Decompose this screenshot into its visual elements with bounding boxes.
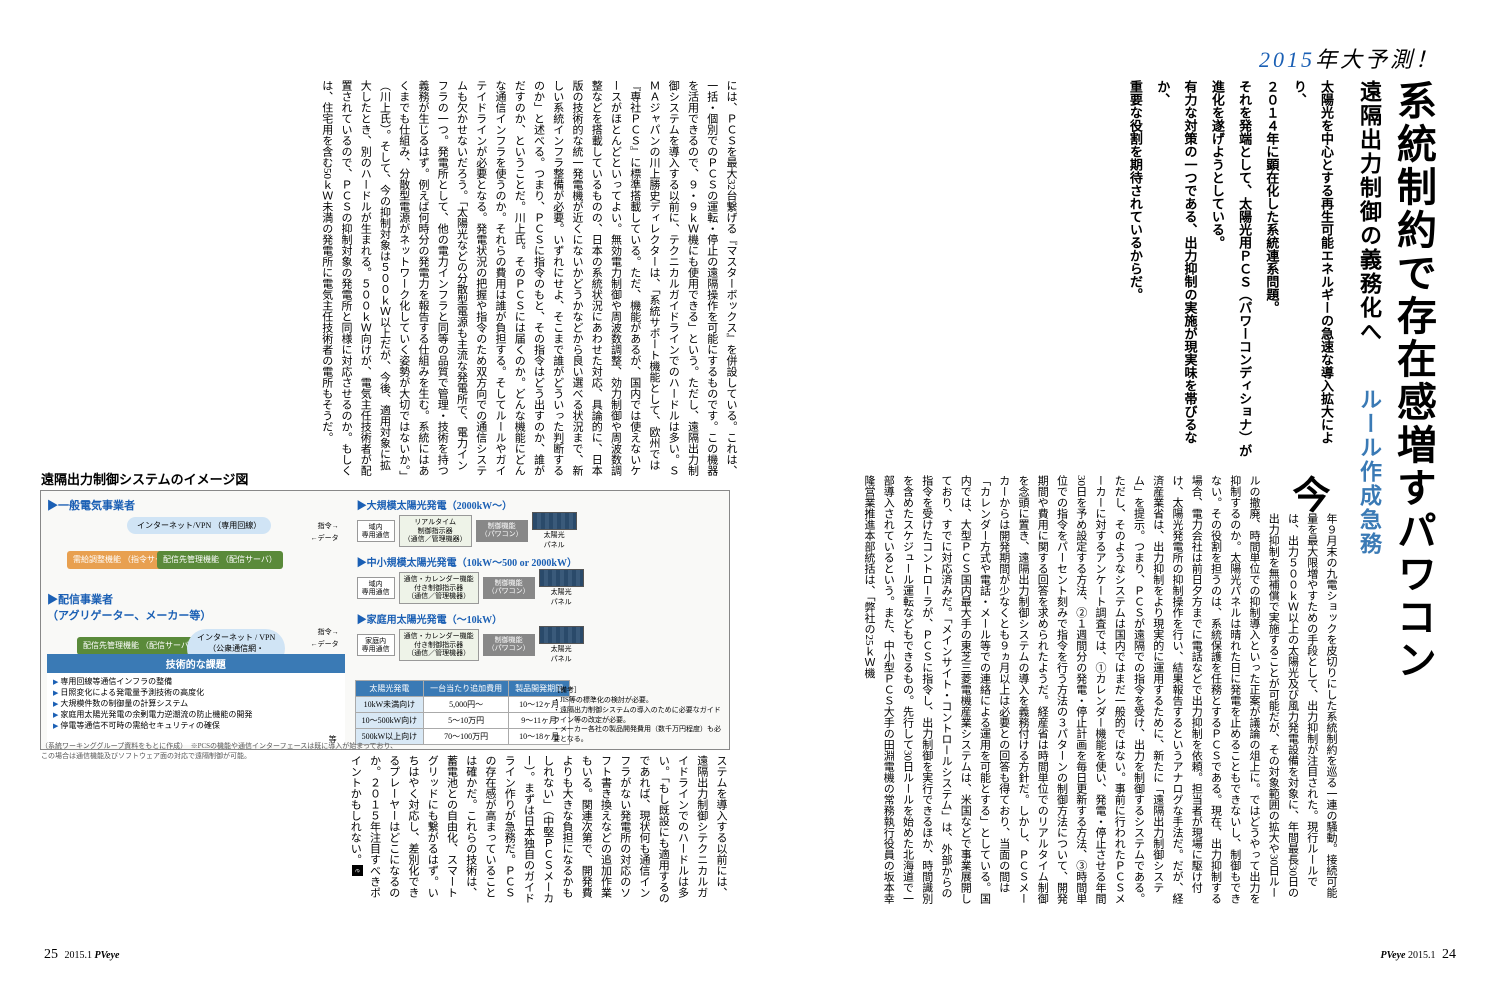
gen-home-label: ▶家庭用太陽光発電（〜10kW） <box>357 611 723 626</box>
dist-server-1: 配信先管理機能 （配信サーバ） <box>157 551 283 569</box>
panel-icon: 太陽光 パネル <box>539 626 584 664</box>
footer-right: PVeye 2015.1 24 <box>1381 947 1461 963</box>
arrow-cmd-2: 指令→ <box>318 627 339 637</box>
table-header: 一台当たり追加費用 <box>424 681 509 697</box>
panel-icon: 太陽光 パネル <box>539 569 584 607</box>
gen-home-row: 家庭内 専用通信 通信・カレンダー機能 付き制御指示器 （通信／管理機器） 制御… <box>357 626 723 664</box>
tech-issue-item: 専用回線等通信インフラの整備 <box>53 676 339 687</box>
calendar-box-2: 通信・カレンダー機能 付き制御指示器 （通信／管理機器） <box>399 629 479 660</box>
panel-icon: 太陽光 パネル <box>532 512 577 550</box>
header-label: 2015年大予測！ <box>1259 42 1440 74</box>
comm-dedicated-1: 域内 専用通信 <box>357 520 395 543</box>
intro-block: 太陽光を中心とする再生可能エネルギーの急速な導入拡大により、 ２０１４年に顕在化… <box>1122 80 1340 460</box>
arrow-data-2: ←データ <box>311 639 339 649</box>
gen-mid-row: 域内 専用通信 通信・カレンダー機能 付き制御指示器 （通信／管理機器） 制御機… <box>357 569 723 607</box>
body-text-right: 今年９月末の九電ショックを皮切りにした系統制約を巡る一連の騒動。接続可能量を最大… <box>780 475 1340 905</box>
ctrl-box-1: 制御機能 （パワコン） <box>476 520 528 541</box>
aggregator-label: ▶配信事業者 （アグリゲーター、メーカー等） <box>47 591 345 623</box>
arrow-data-1: ←データ <box>311 533 339 543</box>
tech-issues-title: 技術的な課題 <box>47 654 345 673</box>
ctrl-box-3: 制御機能 （パワコン） <box>483 634 535 655</box>
tech-issue-item: 家庭用太陽光発電の余剰電力逆潮流の防止機能の開発 <box>53 709 339 720</box>
end-mark: e <box>352 865 363 876</box>
tech-issue-item: 停電等通信不可時の需給セキュリティの確保 <box>53 720 339 731</box>
comm-home: 家庭内 専用通信 <box>357 634 395 657</box>
main-title: 系統制約で存在感増すパワコン <box>1384 80 1442 900</box>
body-text-left-upper: には、ＰＣＳを最大32台繋げる『マスターボックス』を併設している。これは、一括・… <box>40 80 740 480</box>
table-header: 太陽光発電 <box>355 681 424 697</box>
tech-issues: 技術的な課題 専用回線等通信インフラの整備 日照変化による発電量予測技術の高度化… <box>47 654 345 745</box>
diagram-box: 遠隔出力制御システムのイメージ図 ▶一般電気事業者 インターネット/VPN （専… <box>40 490 730 750</box>
body-text-left-lower: ステムを導入する以前には、遠隔出力制御シテクニカルガイドラインでのハードルは多い… <box>40 755 730 905</box>
subtitle: 遠隔出力制御の義務化へ ルール作成急務 <box>1353 80 1385 900</box>
gen-large-label: ▶大規模太陽光発電（2000kW〜） <box>357 497 723 512</box>
tech-issues-list: 専用回線等通信インフラの整備 日照変化による発電量予測技術の高度化 大規模件数の… <box>47 673 345 734</box>
calendar-box-1: 通信・カレンダー機能 付き制御指示器 （通信／管理機器） <box>399 572 479 603</box>
tech-issue-item: 日照変化による発電量予測技術の高度化 <box>53 687 339 698</box>
table-notes: ［備考］ ・JIS等の標準化の検討が必要。 ・遠隔出力制御システムの導入のために… <box>553 686 723 745</box>
utility-label: ▶一般電気事業者 <box>47 497 345 513</box>
footer-left: 25 2015.1 PVeye <box>40 947 120 963</box>
realtime-box: リアルタイム 制御指示器 （通信／管理機器） <box>399 515 472 546</box>
dropcap: 今 <box>1274 475 1341 513</box>
tech-issue-item: 大規模件数の制御量の計算システム <box>53 698 339 709</box>
ctrl-box-2: 制御機能 （パワコン） <box>483 577 535 598</box>
table-row: 10〜500kW向け5〜10万円9〜11ヶ月 <box>355 713 570 729</box>
arrow-cmd-1: 指令→ <box>318 521 339 531</box>
cost-table: 太陽光発電 一台当たり追加費用 製品開発期間 10kW未満向け5,000円〜10… <box>355 680 571 745</box>
comm-dedicated-2: 域内 専用通信 <box>357 577 395 600</box>
table-row: 10kW未満向け5,000円〜10〜12ヶ月 <box>355 697 570 713</box>
diagram-title: 遠隔出力制御システムのイメージ図 <box>41 469 248 488</box>
gen-large-row: 域内 専用通信 リアルタイム 制御指示器 （通信／管理機器） 制御機能 （パワコ… <box>357 512 723 550</box>
gen-mid-label: ▶中小規模太陽光発電（10kW〜500 or 2000kW） <box>357 554 723 569</box>
cloud-vpn-1: インターネット/VPN （専用回線） <box>127 517 271 534</box>
dist-server-2: 配信先管理機能 （配信サーバ） <box>77 637 203 655</box>
